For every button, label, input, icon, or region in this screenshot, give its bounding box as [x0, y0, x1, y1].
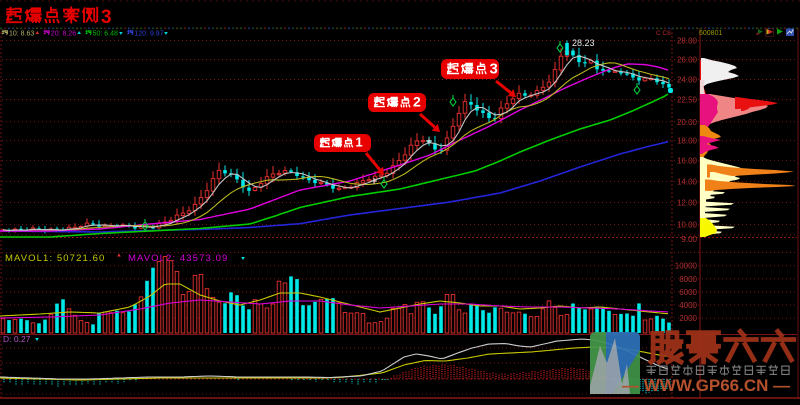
svg-text:6000: 6000 — [679, 288, 697, 297]
svg-text:18.00: 18.00 — [677, 137, 698, 146]
svg-text:2: 2 — [413, 94, 421, 110]
svg-text:MAVOL1: 50721.60: MAVOL1: 50721.60 — [5, 253, 105, 264]
svg-text:— WWW.GP66.CN —: — WWW.GP66.CN — — [622, 376, 790, 395]
svg-text:120: 9.97: 120: 9.97 — [134, 31, 163, 38]
svg-text:8000: 8000 — [679, 275, 697, 284]
svg-text:50: 6.48: 50: 6.48 — [93, 31, 118, 38]
svg-text:10.00: 10.00 — [677, 221, 698, 230]
svg-text:14.00: 14.00 — [677, 177, 698, 186]
svg-text:600801: 600801 — [699, 30, 722, 37]
svg-text:C C8: C C8 — [656, 30, 671, 37]
svg-text:3: 3 — [489, 61, 497, 78]
svg-text:2000: 2000 — [679, 314, 697, 323]
svg-text:28.00: 28.00 — [677, 37, 698, 46]
svg-text:3: 3 — [101, 7, 112, 28]
svg-text:26.00: 26.00 — [677, 56, 698, 65]
svg-text:20.00: 20.00 — [677, 118, 698, 127]
svg-text:1: 1 — [355, 135, 362, 150]
svg-text:24.00: 24.00 — [677, 76, 698, 85]
svg-text:10000: 10000 — [675, 262, 698, 271]
svg-text:4000: 4000 — [679, 301, 697, 310]
svg-text:9.00: 9.00 — [681, 235, 697, 244]
svg-text:16.00: 16.00 — [677, 156, 698, 165]
svg-text:28.23: 28.23 — [572, 38, 595, 48]
svg-text:20: 8.26: 20: 8.26 — [51, 31, 76, 38]
svg-text:MAVOL2: 43573.09: MAVOL2: 43573.09 — [128, 253, 228, 264]
svg-text:10: 8.63: 10: 8.63 — [9, 31, 34, 38]
svg-text:12.00: 12.00 — [677, 198, 698, 207]
svg-text:D: 0.27: D: 0.27 — [3, 334, 31, 344]
svg-text:22.50: 22.50 — [677, 96, 698, 105]
